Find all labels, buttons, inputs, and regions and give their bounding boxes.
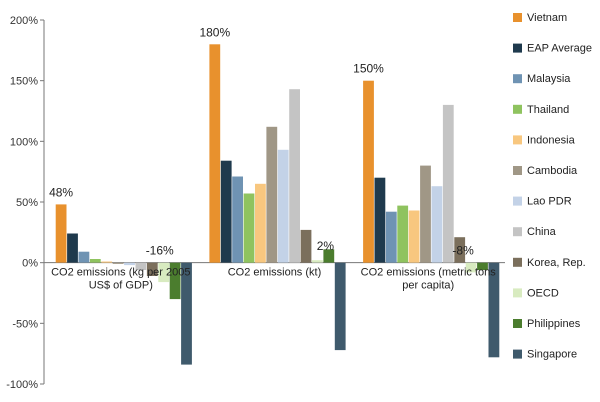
bar-malaysia	[78, 251, 90, 263]
bar-korea-rep	[454, 237, 466, 263]
category-label: per capita)	[402, 280, 454, 292]
legend-label: Indonesia	[527, 134, 576, 146]
data-label: 150%	[353, 62, 384, 76]
legend: Vietnam EAP Average Malaysia Thailand Indone…	[513, 12, 592, 361]
legend-label: Singapore	[527, 349, 577, 361]
legend-label: China	[527, 226, 557, 238]
bar-malaysia	[385, 211, 397, 263]
bar-cambodia	[266, 126, 278, 263]
legend-swatch	[513, 227, 522, 237]
y-tick-label: 100%	[10, 136, 38, 148]
bar-china	[442, 104, 454, 263]
bar-indonesia	[101, 261, 113, 263]
legend-label: Philippines	[527, 318, 581, 330]
bar-lao-pdr	[277, 149, 289, 263]
legend-swatch	[513, 104, 522, 114]
category-label: CO2 emissions (metric tons	[361, 267, 497, 279]
legend-label: Korea, Rep.	[527, 257, 586, 269]
bar-indonesia	[255, 183, 266, 263]
bar-vietnam	[363, 80, 374, 263]
bar-philippines	[323, 249, 335, 263]
legend-label: Cambodia	[527, 165, 578, 177]
bar-singapore	[181, 262, 192, 365]
legend-label: Lao PDR	[527, 196, 572, 208]
bar-philippines	[477, 262, 488, 270]
y-tick-label: 0%	[22, 258, 38, 270]
bar-indonesia	[408, 210, 420, 263]
bar-thailand	[243, 193, 255, 263]
y-tick-label: 150%	[10, 76, 38, 88]
legend-swatch	[513, 257, 522, 267]
data-label: 48%	[49, 185, 73, 199]
annotations: 48% -16% 180% 2% 150% -8%	[49, 25, 474, 257]
bar-thailand	[397, 205, 409, 263]
bar-oecd	[465, 262, 477, 273]
category-label: US$ of GDP)	[89, 280, 153, 292]
data-label: 180%	[199, 25, 230, 39]
y-tick-label: -50%	[12, 318, 38, 330]
bars	[55, 44, 500, 365]
legend-swatch	[513, 196, 522, 206]
y-tick-label: 200%	[10, 15, 38, 27]
bar-singapore	[488, 262, 500, 358]
legend-swatch	[513, 349, 522, 359]
legend-swatch	[513, 74, 522, 84]
bar-philippines	[169, 262, 181, 300]
bar-korea-rep	[146, 262, 158, 276]
legend-label: Vietnam	[527, 12, 567, 24]
category-label: CO2 emissions (kt)	[228, 267, 322, 279]
legend-label: Thailand	[527, 104, 569, 116]
bar-cambodia	[112, 262, 124, 264]
legend-swatch	[513, 319, 522, 328]
legend-swatch	[513, 288, 522, 298]
data-label: 2%	[317, 239, 335, 253]
bar-cambodia	[420, 165, 431, 263]
bar-thailand	[89, 259, 101, 263]
bar-lao-pdr	[124, 262, 135, 266]
legend-label: EAP Average	[527, 43, 592, 55]
bar-eap-average	[220, 160, 232, 263]
data-label: -16%	[146, 244, 174, 258]
bar-china	[289, 89, 300, 263]
y-tick-label: -100%	[6, 379, 38, 391]
bar-oecd	[312, 260, 323, 263]
bar-korea-rep	[300, 229, 312, 263]
legend-swatch	[513, 13, 522, 22]
legend-label: Malaysia	[527, 73, 571, 85]
bar-lao-pdr	[431, 186, 443, 263]
bar-eap-average	[67, 233, 78, 263]
legend-label: OECD	[527, 287, 559, 299]
bar-vietnam	[55, 204, 67, 263]
legend-swatch	[513, 135, 522, 145]
category-label: CO2 emissions (kg per 2005	[51, 267, 190, 279]
bar-oecd	[158, 262, 170, 283]
y-tick-label: 50%	[16, 197, 38, 209]
data-label: -8%	[452, 244, 474, 258]
legend-swatch	[513, 43, 522, 53]
bar-vietnam	[209, 44, 221, 263]
bar-malaysia	[232, 176, 243, 263]
legend-swatch	[513, 166, 522, 175]
bar-eap-average	[374, 177, 386, 263]
bar-singapore	[334, 262, 346, 351]
bar-china	[135, 262, 147, 270]
